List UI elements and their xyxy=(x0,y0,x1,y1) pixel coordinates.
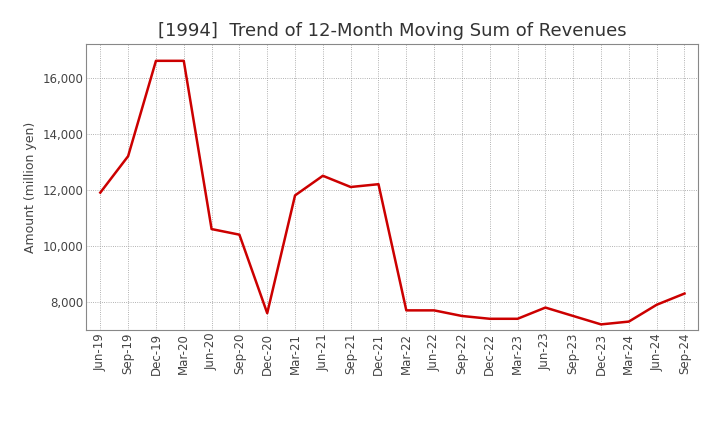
Y-axis label: Amount (million yen): Amount (million yen) xyxy=(24,121,37,253)
Title: [1994]  Trend of 12-Month Moving Sum of Revenues: [1994] Trend of 12-Month Moving Sum of R… xyxy=(158,22,626,40)
